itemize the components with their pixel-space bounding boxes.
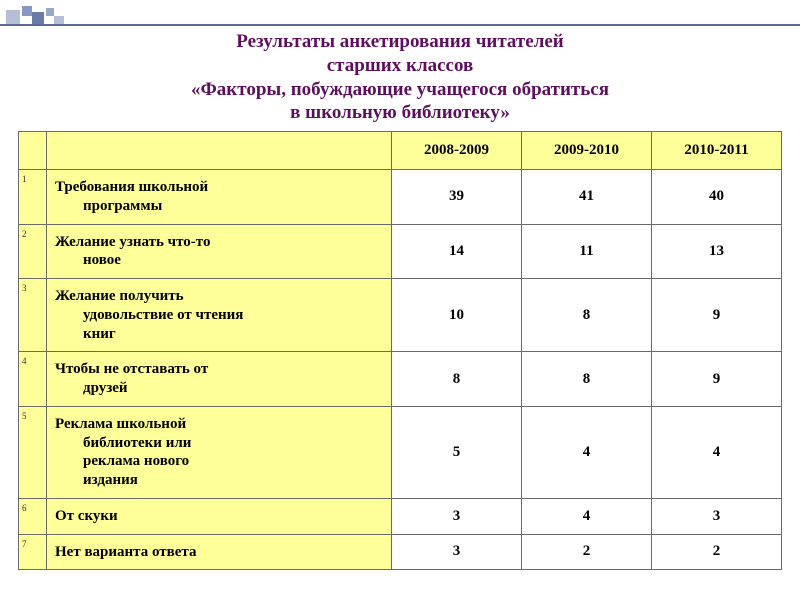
- row-value: 2: [522, 534, 652, 570]
- header-year-2: 2009-2010: [522, 132, 652, 170]
- row-number: 1: [19, 170, 47, 225]
- row-number: 3: [19, 279, 47, 352]
- row-number: 4: [19, 352, 47, 407]
- survey-table: 2008-2009 2009-2010 2010-2011 1Требовани…: [18, 131, 782, 570]
- row-value: 4: [522, 406, 652, 498]
- row-factor: Требования школьнойпрограммы: [47, 170, 392, 225]
- row-value: 8: [522, 279, 652, 352]
- row-value: 40: [652, 170, 782, 225]
- corner-decor: [6, 6, 106, 32]
- row-value: 2: [652, 534, 782, 570]
- row-factor: Нет варианта ответа: [47, 534, 392, 570]
- row-value: 41: [522, 170, 652, 225]
- row-value: 13: [652, 224, 782, 279]
- row-value: 3: [392, 498, 522, 534]
- header-year-1: 2008-2009: [392, 132, 522, 170]
- row-value: 9: [652, 279, 782, 352]
- table-row: 3Желание получитьудовольствие от чтенияк…: [19, 279, 782, 352]
- table-row: 6От скуки343: [19, 498, 782, 534]
- row-number: 7: [19, 534, 47, 570]
- row-value: 9: [652, 352, 782, 407]
- row-factor: Желание узнать что-тоновое: [47, 224, 392, 279]
- table-row: 7Нет варианта ответа322: [19, 534, 782, 570]
- row-value: 14: [392, 224, 522, 279]
- row-value: 10: [392, 279, 522, 352]
- header-year-3: 2010-2011: [652, 132, 782, 170]
- row-value: 3: [652, 498, 782, 534]
- row-number: 2: [19, 224, 47, 279]
- table-row: 1Требования школьнойпрограммы394140: [19, 170, 782, 225]
- row-value: 3: [392, 534, 522, 570]
- table-row: 2Желание узнать что-тоновое141113: [19, 224, 782, 279]
- row-number: 6: [19, 498, 47, 534]
- row-value: 8: [522, 352, 652, 407]
- row-value: 4: [522, 498, 652, 534]
- row-factor: Чтобы не отставать отдрузей: [47, 352, 392, 407]
- header-blank-factor: [47, 132, 392, 170]
- row-value: 39: [392, 170, 522, 225]
- row-factor: Реклама школьнойбиблиотеки илиреклама но…: [47, 406, 392, 498]
- row-factor: Желание получитьудовольствие от чтениякн…: [47, 279, 392, 352]
- row-value: 8: [392, 352, 522, 407]
- table-header-row: 2008-2009 2009-2010 2010-2011: [19, 132, 782, 170]
- table-body: 1Требования школьнойпрограммы3941402Жела…: [19, 170, 782, 570]
- title-line-3: «Факторы, побуждающие учащегося обратить…: [191, 79, 609, 100]
- row-value: 11: [522, 224, 652, 279]
- title-line-4: в школьную библиотеку»: [290, 102, 510, 123]
- header-blank-num: [19, 132, 47, 170]
- title-line-1: Результаты анкетирования читателей: [236, 31, 563, 52]
- row-value: 4: [652, 406, 782, 498]
- row-factor: От скуки: [47, 498, 392, 534]
- table-row: 5Реклама школьнойбиблиотеки илиреклама н…: [19, 406, 782, 498]
- row-value: 5: [392, 406, 522, 498]
- top-divider: [0, 24, 800, 26]
- title-line-2: старших классов: [327, 55, 474, 76]
- table-row: 4Чтобы не отставать отдрузей889: [19, 352, 782, 407]
- slide-title: Результаты анкетирования читателей старш…: [0, 0, 800, 131]
- row-number: 5: [19, 406, 47, 498]
